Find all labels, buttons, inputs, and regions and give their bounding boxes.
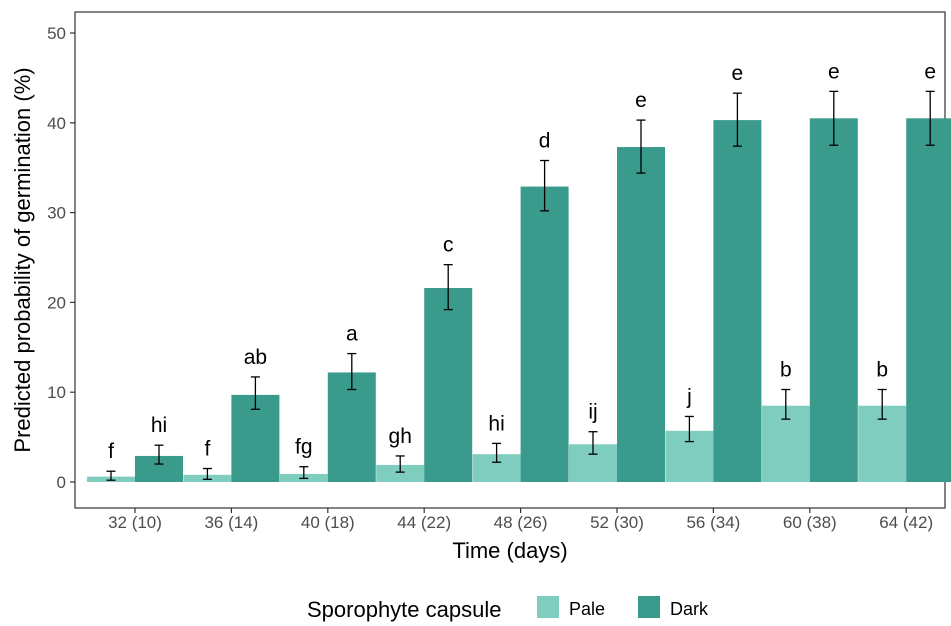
y-tick-label: 40: [47, 114, 66, 133]
error-bars: [106, 90, 935, 481]
legend-label-pale: Pale: [569, 599, 605, 619]
significance-label: d: [539, 130, 551, 153]
x-tick-label: 44 (22): [397, 513, 451, 532]
y-tick-label: 10: [47, 383, 66, 402]
significance-label: c: [443, 234, 454, 257]
significance-label: hi: [151, 414, 167, 437]
significance-label: ab: [244, 346, 267, 369]
x-axis: 32 (10) 36 (14) 40 (18) 44 (22) 48 (26) 52 (3…: [108, 508, 933, 532]
plot-area: f f fg gh hi ij j b b hi ab a c d e e e e: [74, 11, 951, 509]
significance-label: e: [828, 60, 840, 83]
legend-title: Sporophyte capsule: [307, 597, 501, 622]
significance-label: b: [876, 359, 888, 382]
significance-label: a: [346, 323, 358, 346]
bar-dark: [424, 288, 473, 482]
y-axis-title: Predicted probability of germination (%): [10, 67, 35, 452]
significance-label: fg: [295, 436, 313, 459]
significance-label: ij: [588, 401, 597, 424]
significance-label: e: [924, 60, 936, 83]
legend: Sporophyte capsule Pale Dark: [307, 596, 709, 622]
x-axis-title: Time (days): [452, 538, 567, 563]
bar-pale: [376, 464, 425, 482]
x-tick-label: 48 (26): [494, 513, 548, 532]
bar-dark: [327, 372, 376, 482]
x-tick-label: 40 (18): [301, 513, 355, 532]
bar-dark: [809, 118, 858, 482]
bar-dark: [520, 186, 569, 483]
x-tick-label: 56 (34): [686, 513, 740, 532]
x-tick-label: 32 (10): [108, 513, 162, 532]
legend-key-pale: [537, 596, 559, 618]
x-tick-label: 52 (30): [590, 513, 644, 532]
x-tick-label: 64 (42): [879, 513, 933, 532]
significance-labels: f f fg gh hi ij j b b hi ab a c d e e e e: [108, 60, 936, 463]
significance-label: j: [686, 385, 692, 408]
y-axis: 0 10 20 30 40 50: [47, 24, 75, 492]
significance-label: f: [204, 438, 210, 461]
y-tick-label: 0: [57, 473, 66, 492]
legend-label-dark: Dark: [670, 599, 709, 619]
significance-label: f: [108, 440, 114, 463]
bar-dark: [617, 147, 665, 482]
significance-label: hi: [488, 412, 504, 435]
legend-key-dark: [638, 596, 660, 618]
bar-dark: [713, 120, 762, 482]
significance-label: b: [780, 359, 792, 382]
y-tick-label: 50: [47, 24, 66, 43]
x-tick-label: 36 (14): [204, 513, 258, 532]
bar-dark: [906, 118, 951, 482]
significance-label: e: [732, 62, 744, 85]
significance-label: gh: [389, 425, 412, 448]
y-tick-label: 30: [47, 204, 66, 223]
x-tick-label: 60 (38): [783, 513, 837, 532]
y-tick-label: 20: [47, 293, 66, 312]
significance-label: e: [635, 89, 647, 112]
